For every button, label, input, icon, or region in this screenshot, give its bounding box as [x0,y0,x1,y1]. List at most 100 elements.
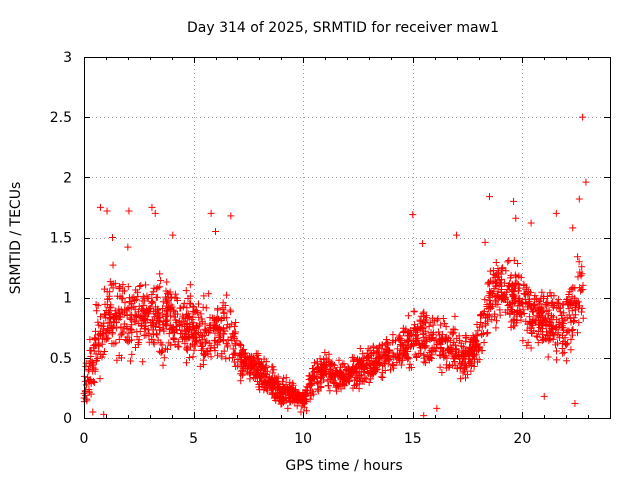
data-point [501,294,509,302]
data-point [494,293,502,301]
data-point [119,295,127,303]
data-point [356,345,364,353]
y-tick-labels: 0 0.5 1 1.5 2 2.5 3 [50,50,72,427]
data-point [547,324,555,332]
data-point [404,312,412,320]
data-point [84,373,92,381]
data-point [527,219,535,227]
data-point [204,347,212,355]
data-point [120,310,128,318]
data-point [362,375,370,383]
data-point [427,346,435,354]
data-point [160,354,168,362]
data-point [542,300,550,308]
data-point [528,308,536,316]
data-point [131,311,139,319]
data-point [420,334,428,342]
data-point [566,314,574,322]
data-point [357,363,365,371]
data-series [80,113,590,420]
data-point [275,393,283,401]
data-point [575,319,583,327]
data-point [189,353,197,361]
data-point [211,337,219,345]
data-point [353,362,361,370]
data-point [316,355,324,363]
data-point [419,310,427,318]
data-point [569,224,577,232]
chart-title: Day 314 of 2025, SRMTID for receiver maw… [187,20,499,36]
data-point [390,362,398,370]
data-point [198,331,206,339]
data-point [183,304,191,312]
data-point [496,311,504,319]
data-point [461,355,469,363]
data-point [229,350,237,358]
data-point [227,308,235,316]
data-point [240,346,248,354]
data-point [349,363,357,371]
data-point [159,361,167,369]
data-point [111,307,119,315]
data-point [102,314,110,322]
data-point [135,336,143,344]
data-point [170,313,178,321]
data-point [256,386,264,394]
data-point [537,308,545,316]
data-point [554,330,562,338]
data-point [553,356,561,364]
data-point [94,318,102,326]
data-point [154,336,162,344]
data-point [366,346,374,354]
data-point [171,316,179,324]
data-point [234,362,242,370]
data-point [552,341,560,349]
data-point [187,300,195,308]
x-tick-label: 10 [294,431,312,447]
data-point [559,349,567,357]
data-point [410,308,418,316]
data-point [112,339,120,347]
data-point [160,327,168,335]
data-point [175,317,183,325]
data-point [412,328,420,336]
data-point [571,294,579,302]
data-point [284,386,292,394]
data-point [401,327,409,335]
data-point [355,385,363,393]
data-point [121,299,129,307]
data-point [136,282,144,290]
data-point [181,340,189,348]
data-point [384,340,392,348]
data-point [564,327,572,335]
data-point [462,334,470,342]
data-point [160,317,168,325]
data-point [193,308,201,316]
data-point [377,373,385,381]
data-point [411,321,419,329]
data-point [373,360,381,368]
data-point [299,389,307,397]
data-point [394,353,402,361]
data-point [530,302,538,310]
x-tick-label: 0 [80,431,89,447]
data-point [523,342,531,350]
data-point [202,338,210,346]
data-point [113,356,121,364]
data-point [210,336,218,344]
data-point [163,316,171,324]
data-point [506,274,514,282]
data-point [504,282,512,290]
data-point [239,367,247,375]
data-point [533,332,541,340]
data-point [582,178,590,186]
data-point [303,386,311,394]
data-point [554,300,562,308]
data-point [142,281,150,289]
data-point [516,294,524,302]
data-point [100,410,108,418]
data-point [132,312,140,320]
data-point [485,193,493,201]
data-point [348,353,356,361]
data-point [574,329,582,337]
